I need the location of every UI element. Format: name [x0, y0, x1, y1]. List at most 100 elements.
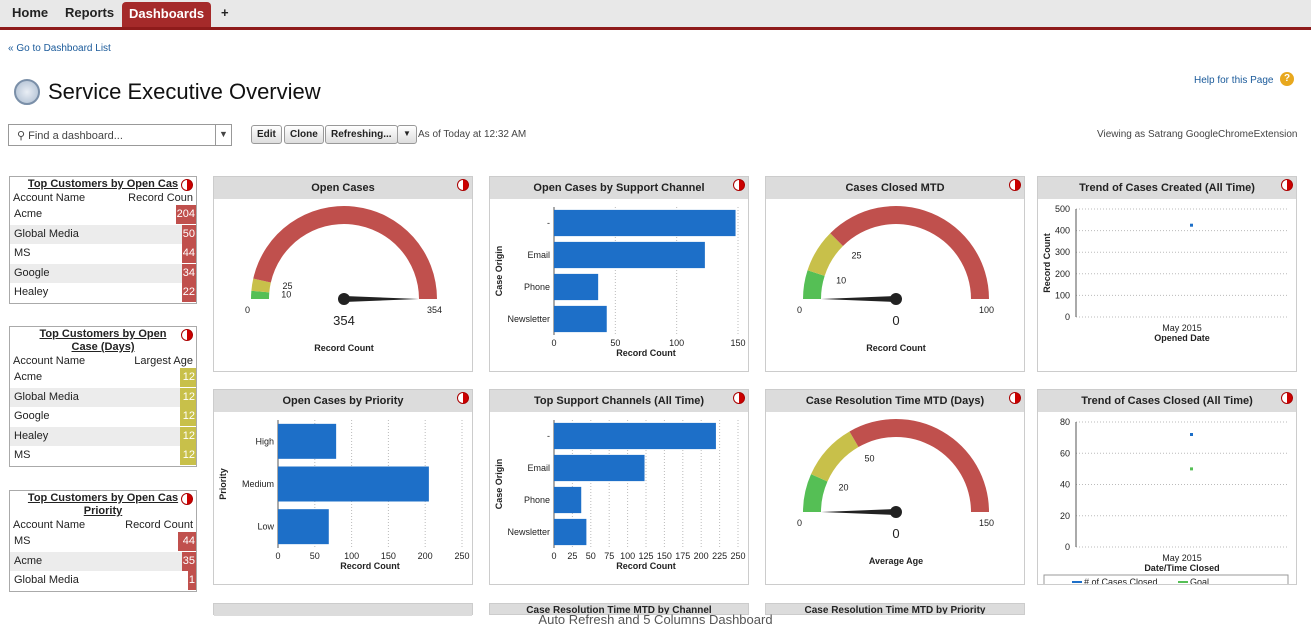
table-title[interactable]: Top Customers by Open Cas Priority	[27, 492, 179, 517]
table-row[interactable]: Global Media 12	[10, 387, 196, 407]
bottom-panel-channel: Case Resolution Time MTD by Channel	[489, 603, 749, 615]
column-header: Account Name	[13, 192, 86, 204]
table-row[interactable]: Google 12	[10, 407, 196, 427]
row-value: 204	[175, 205, 196, 224]
gauge-needle	[821, 296, 896, 302]
gauge-yellow-band	[807, 233, 843, 276]
component-title[interactable]: Open Cases by Priority	[214, 390, 472, 412]
table-row[interactable]: Global Media 50	[10, 224, 196, 244]
table-row[interactable]: Acme 35	[10, 551, 196, 571]
table-row[interactable]: MS 44	[10, 532, 196, 552]
gauge-caption: Average Age	[869, 556, 923, 566]
dashboard-component[interactable]: Trend of Cases Closed (All Time) 0 20 40 60 8…	[1037, 389, 1297, 585]
x-axis-title: Record Count	[616, 348, 676, 358]
account-name: MS	[14, 247, 31, 259]
top-navigation: Home Reports Dashboards +	[0, 0, 1311, 30]
tab-home[interactable]: Home	[12, 5, 49, 20]
dashboard-component[interactable]: Cases Closed MTD 10 25 0 100 0 Record Count	[765, 176, 1025, 372]
row-value: 12	[180, 446, 196, 465]
data-point	[1190, 433, 1193, 436]
dashboard-component[interactable]: Open Cases 10 25 0 354 354 Record Count	[213, 176, 473, 372]
table-row[interactable]: Healey 12	[10, 426, 196, 446]
dashboard-icon	[14, 79, 40, 105]
help-link[interactable]: Help for this Page	[1194, 75, 1274, 86]
chart-svg: 0 25 50 75 100 125 150 175 200 225 250 - Email Phone N…	[494, 420, 746, 571]
refresh-menu-button[interactable]: ▼	[397, 125, 417, 144]
account-name: Global Media	[14, 574, 79, 586]
component-title[interactable]: Top Support Channels (All Time)	[490, 390, 748, 412]
data-point	[1190, 467, 1193, 471]
help-icon[interactable]: ?	[1280, 72, 1294, 86]
gauge-hub	[890, 293, 902, 305]
tick-label: 0	[1065, 312, 1070, 322]
tick-label: 200	[1055, 269, 1070, 279]
tick-label: 60	[1060, 448, 1070, 458]
tick-label: 100	[669, 338, 684, 348]
refresh-indicator-icon	[733, 392, 745, 404]
table-row[interactable]: Acme 204	[10, 205, 196, 225]
row-value: 44	[178, 532, 196, 551]
gauge-min-label: 0	[245, 305, 250, 315]
tab-dashboards[interactable]: Dashboards	[122, 2, 212, 27]
component-title[interactable]: Trend of Cases Closed (All Time)	[1038, 390, 1296, 412]
clone-button[interactable]: Clone	[284, 125, 324, 144]
component-title[interactable]: Open Cases by Support Channel	[490, 177, 748, 199]
dashboard-component[interactable]: Open Cases by Priority 0 50 100 150 200 250 Hig…	[213, 389, 473, 585]
table-title[interactable]: Top Customers by Open Cas	[27, 178, 179, 190]
table-row[interactable]: Acme 12	[10, 368, 196, 388]
dashboard-component[interactable]: Open Cases by Support Channel 0 50 100 150 - E…	[489, 176, 749, 372]
tab-reports[interactable]: Reports	[65, 5, 115, 20]
table-title[interactable]: Top Customers by Open Case (Days)	[39, 328, 167, 353]
tick-label: 20	[1060, 511, 1070, 521]
gauge-threshold-label: 25	[851, 250, 861, 260]
tick-label: 500	[1055, 204, 1070, 214]
table-row[interactable]: MS 44	[10, 244, 196, 264]
dashboard-list-link[interactable]: « Go to Dashboard List	[8, 43, 111, 54]
x-axis-title: Record Count	[340, 561, 400, 571]
table-row[interactable]: Global Media 1	[10, 571, 196, 591]
tick-label: 40	[1060, 480, 1070, 490]
dashboard-component[interactable]: Case Resolution Time MTD (Days) 20 50 0 150 0…	[765, 389, 1025, 585]
category-label: Newsletter	[507, 314, 550, 324]
tick-label: 225	[712, 551, 727, 561]
refresh-indicator-icon	[1009, 392, 1021, 404]
component-title[interactable]: Open Cases	[214, 177, 472, 199]
gauge-needle	[344, 296, 419, 302]
bar	[554, 273, 599, 301]
row-value: 12	[180, 387, 196, 407]
refresh-indicator-icon	[1281, 179, 1293, 191]
tick-label: 80	[1060, 417, 1070, 427]
column-header: Account Name	[13, 519, 86, 531]
table-row[interactable]: Healey 22	[10, 283, 196, 303]
dashboard-component[interactable]: Trend of Cases Created (All Time) 0 100 200…	[1037, 176, 1297, 372]
customers-open-case-age-table: Top Customers by Open Case (Days) Accoun…	[9, 326, 197, 467]
bar	[554, 241, 705, 269]
chevron-down-icon[interactable]: ▼	[215, 125, 231, 145]
column-header: Record Coun	[128, 192, 193, 204]
refresh-button[interactable]: Refreshing...	[325, 125, 398, 144]
table-row[interactable]: Google 34	[10, 263, 196, 283]
add-tab-button[interactable]: +	[221, 5, 229, 20]
account-name: Global Media	[14, 390, 79, 403]
dashboard-search-input[interactable]: ⚲ Find a dashboard... ▼	[8, 124, 232, 146]
tick-label: 200	[694, 551, 709, 561]
bar	[554, 422, 716, 450]
dashboard-component[interactable]: Top Support Channels (All Time) 0 25 50 75 10…	[489, 389, 749, 585]
account-name: Healey	[14, 286, 49, 298]
column-header: Account Name	[13, 355, 86, 367]
bar	[278, 509, 329, 545]
gauge-yellow-band	[811, 431, 859, 482]
component-title[interactable]: Trend of Cases Created (All Time)	[1038, 177, 1296, 199]
row-value: 34	[182, 263, 196, 283]
component-title[interactable]: Cases Closed MTD	[766, 177, 1024, 199]
x-axis-title: Date/Time Closed	[1144, 563, 1219, 573]
bar	[554, 209, 736, 237]
tick-label: 50	[586, 551, 596, 561]
edit-button[interactable]: Edit	[251, 125, 282, 144]
category-label: -	[547, 431, 550, 441]
gauge-green-band	[803, 474, 828, 512]
gauge-value-label: 0	[892, 313, 899, 328]
component-title[interactable]: Case Resolution Time MTD (Days)	[766, 390, 1024, 412]
table-row[interactable]: MS 12	[10, 446, 196, 466]
